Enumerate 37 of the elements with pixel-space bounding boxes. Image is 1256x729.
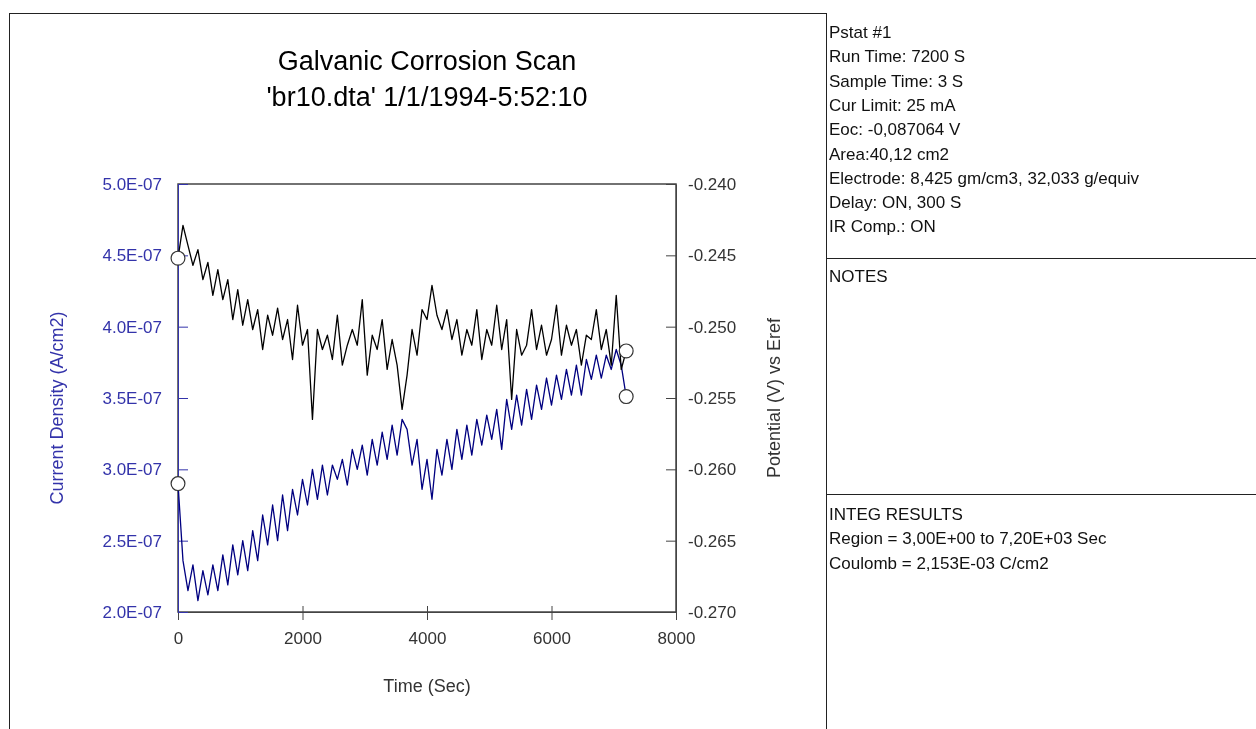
text: Sample Time: 3 S [829,71,964,91]
y2-tick-label: -0.270 [688,602,737,622]
text: Coulomb = 2,153E-03 C/cm2 [829,553,1049,573]
text: Delay: ON, 300 S [829,193,962,213]
text: Cur Limit: 25 mA [829,95,957,115]
text: Region = 3,00E+00 to 7,20E+03 Sec [829,529,1107,549]
text: Electrode: 8,425 gm/cm3, 32,033 g/equiv [829,168,1140,188]
y-tick-label: 5.0E-07 [102,174,162,194]
y-tick-label: 3.5E-07 [102,388,162,408]
y2-tick-label: -0.245 [688,246,737,266]
y2-axis-title: Potential (V) vs Eref [764,316,784,479]
text: Area:40,12 cm2 [829,144,950,164]
x-tick-label: 8000 [657,629,696,649]
text: NOTES [829,267,888,286]
x-tick-label: 6000 [533,629,571,649]
y2-tick-label: -0.250 [688,317,737,337]
y2-tick-label: -0.240 [688,174,737,194]
text: Eoc: -0,087064 V [829,120,962,140]
y2-tick-label: -0.265 [688,531,737,551]
x-axis-title: Time (Sec) [383,676,471,696]
y-tick-label: 4.5E-07 [102,246,162,266]
x-tick-label: 2000 [284,629,322,649]
x-tick-label: 0 [173,629,184,649]
text: IR Comp.: ON [829,217,936,237]
y-tick-label: 4.0E-07 [102,317,162,337]
y-tick-label: 3.0E-07 [102,460,162,480]
chart-title: Galvanic Corrosion Scan [277,46,577,76]
y2-tick-label: -0.255 [688,388,737,408]
text: Pstat #1 [829,23,892,42]
chart-subtitle: 'br10.dta' 1/1/1994-5:52:10 [266,82,588,112]
text: Run Time: 7200 S [829,47,966,67]
y-axis-title: Current Density (A/cm2) [47,311,67,505]
x-tick-label: 4000 [408,629,447,649]
y-tick-label: 2.5E-07 [102,531,162,551]
text: INTEG RESULTS [829,505,963,524]
y2-tick-label: -0.260 [688,460,737,480]
y-tick-label: 2.0E-07 [102,602,162,622]
